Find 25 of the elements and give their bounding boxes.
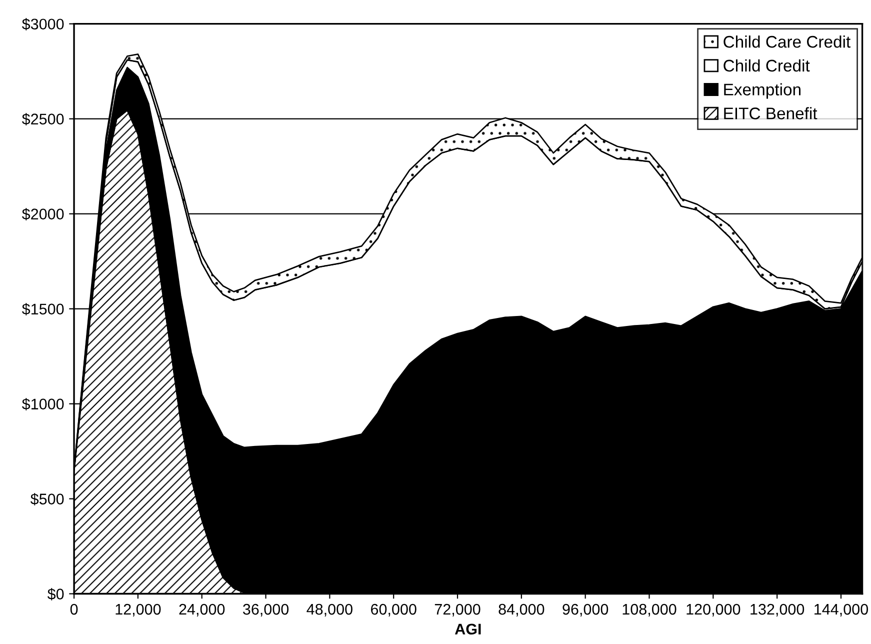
x-tick-label: 144,000: [814, 604, 868, 617]
y-tick-label: $500: [30, 493, 64, 506]
x-axis-title: AGI: [454, 624, 481, 635]
x-tick-label: 48,000: [306, 604, 352, 617]
x-tick-label: 0: [70, 604, 78, 615]
x-tick-label: 108,000: [622, 604, 676, 617]
x-tick-label: 24,000: [179, 604, 225, 617]
x-tick-label: 12,000: [116, 604, 161, 617]
legend-label: Child Care Credit: [724, 35, 851, 48]
x-tick-label: 84,000: [498, 604, 544, 617]
x-tick-label: 132,000: [750, 604, 804, 617]
legend-label: Exemption: [724, 83, 800, 99]
y-tick-label: $2500: [22, 113, 64, 126]
x-tick-label: 60,000: [371, 604, 416, 617]
y-tick-label: $1000: [22, 398, 64, 410]
x-tick-label: 120,000: [686, 604, 740, 617]
x-tick-label: 72,000: [434, 604, 480, 617]
x-tick-label: 96,000: [562, 604, 608, 617]
legend-label: EITC Benefit: [724, 107, 818, 120]
x-tick-label: 36,000: [242, 604, 289, 617]
y-tick-label: $3000: [22, 18, 64, 30]
y-tick-label: $0: [47, 588, 64, 600]
y-tick-label: $1500: [22, 303, 64, 316]
y-tick-label: $2000: [22, 208, 64, 220]
legend-label: Child Credit: [724, 59, 810, 72]
